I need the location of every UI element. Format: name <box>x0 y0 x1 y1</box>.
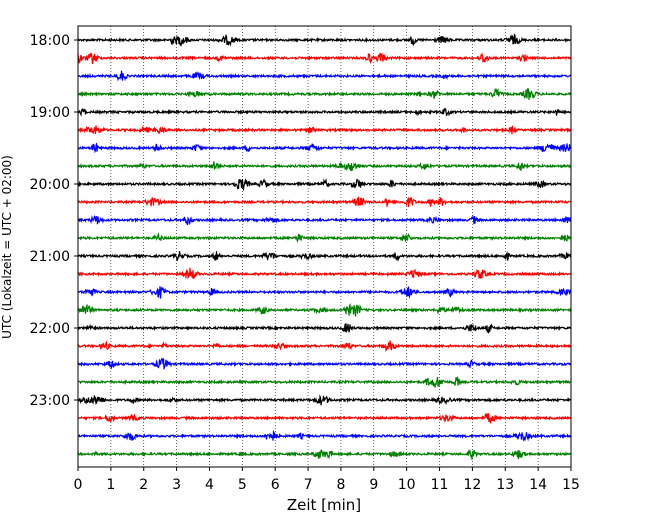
seismogram-trace <box>77 125 572 135</box>
plot-frame <box>77 25 572 468</box>
y-tick-label: 20:00 <box>30 177 70 193</box>
seismogram-trace <box>77 413 572 424</box>
y-axis-ticks: 18:00 19:00 20:00 21:00 22:00 23:00 <box>30 33 78 409</box>
seismogram-trace <box>77 302 572 317</box>
seismogram-trace <box>77 33 572 47</box>
x-tick-label: 9 <box>369 477 378 493</box>
x-tick-label: 3 <box>172 477 181 493</box>
seismogram-trace <box>77 251 572 262</box>
x-tick-label: 10 <box>398 477 416 493</box>
seismogram-trace <box>77 449 572 460</box>
seismogram-trace <box>77 52 572 65</box>
x-tick-label: 14 <box>529 477 547 493</box>
y-tick-label: 21:00 <box>30 249 70 265</box>
seismogram-trace <box>77 178 572 192</box>
seismogram-trace <box>77 70 572 82</box>
seismogram-trace <box>77 286 572 299</box>
x-tick-label: 11 <box>431 477 449 493</box>
y-tick-label: 18:00 <box>30 33 70 49</box>
seismogram-trace <box>77 107 572 117</box>
y-tick-label: 19:00 <box>30 105 70 121</box>
seismogram-trace <box>77 376 572 388</box>
seismic-traces <box>77 33 572 460</box>
seismogram-trace <box>77 196 572 208</box>
y-tick-label: 23:00 <box>30 393 70 409</box>
seismogram-trace <box>77 340 572 352</box>
x-axis-label: Zeit [min] <box>287 496 361 514</box>
x-tick-label: 6 <box>271 477 280 493</box>
seismogram-trace <box>77 267 572 280</box>
x-tick-label: 13 <box>496 477 514 493</box>
x-axis-ticks: 0 1 2 3 4 5 6 7 8 9 10 11 12 13 14 15 <box>74 467 580 493</box>
x-tick-label: 4 <box>205 477 214 493</box>
seismogram-trace <box>77 232 572 244</box>
x-tick-label: 1 <box>106 477 115 493</box>
x-tick-label: 8 <box>336 477 345 493</box>
x-tick-label: 12 <box>463 477 481 493</box>
seismogram-trace <box>77 161 572 172</box>
y-axis-label: UTC (Lokalzeit = UTC + 02:00) <box>0 155 14 339</box>
x-tick-label: 15 <box>562 477 580 493</box>
seismogram-trace <box>77 394 572 406</box>
seismogram-trace <box>77 87 572 100</box>
x-tick-label: 5 <box>238 477 247 493</box>
seismogram-trace <box>77 323 572 334</box>
seismogram-trace <box>77 429 572 442</box>
x-tick-label: 2 <box>139 477 148 493</box>
seismogram-trace <box>77 357 572 370</box>
seismogram-trace <box>77 142 572 154</box>
y-tick-label: 22:00 <box>30 321 70 337</box>
x-tick-label: 0 <box>74 477 83 493</box>
x-tick-label: 7 <box>304 477 313 493</box>
seismogram-trace <box>77 214 572 226</box>
